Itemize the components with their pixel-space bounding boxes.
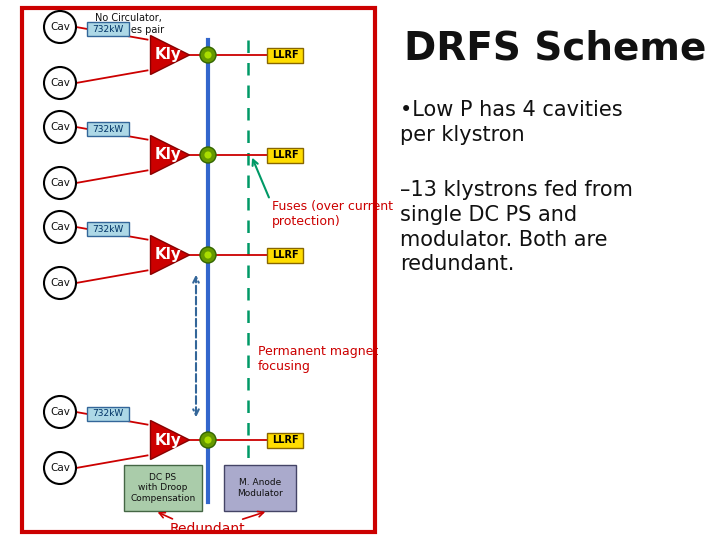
Circle shape [200,432,216,448]
Circle shape [44,211,76,243]
Text: Kly: Kly [155,247,181,262]
Bar [87,22,129,36]
Text: 732kW: 732kW [92,225,124,233]
Circle shape [204,436,212,443]
Circle shape [200,147,216,163]
Polygon shape [150,235,189,274]
Bar [87,407,129,421]
Circle shape [44,267,76,299]
Text: Cav: Cav [50,278,70,288]
Text: 732kW: 732kW [92,125,124,133]
Bar [267,247,303,262]
Circle shape [44,167,76,199]
Text: 732kW: 732kW [92,409,124,418]
Text: DRFS Scheme: DRFS Scheme [404,30,706,68]
Circle shape [200,47,216,63]
Text: Cav: Cav [50,407,70,417]
Circle shape [44,11,76,43]
Bar [124,465,202,511]
Circle shape [44,452,76,484]
Bar [224,465,296,511]
Text: Cav: Cav [50,463,70,473]
Text: Kly: Kly [155,147,181,163]
Text: LLRF: LLRF [271,50,298,60]
Text: DC PS
with Droop
Compensation: DC PS with Droop Compensation [130,473,196,503]
Bar [267,433,303,448]
Text: Kly: Kly [155,48,181,63]
Text: –13 klystrons fed from
single DC PS and
modulator. Both are
redundant.: –13 klystrons fed from single DC PS and … [400,180,633,274]
Text: Cav: Cav [50,178,70,188]
Text: LLRF: LLRF [271,150,298,160]
Text: Permanent magnet
focusing: Permanent magnet focusing [258,345,378,373]
Polygon shape [150,136,189,174]
Bar [87,122,129,136]
Text: M. Anode
Modulator: M. Anode Modulator [237,478,283,498]
Bar [87,222,129,236]
Bar [267,48,303,63]
Circle shape [204,252,212,259]
Text: Kly: Kly [155,433,181,448]
Circle shape [200,247,216,263]
Text: Redundant: Redundant [169,522,245,536]
Text: Fuses (over current
protection): Fuses (over current protection) [272,200,393,228]
Text: Cav: Cav [50,122,70,132]
Text: No Circulator,
2 cavities pair: No Circulator, 2 cavities pair [95,13,164,35]
Text: Cav: Cav [50,78,70,88]
Circle shape [204,51,212,59]
Circle shape [204,151,212,159]
Circle shape [44,111,76,143]
Text: LLRF: LLRF [271,250,298,260]
Text: Cav: Cav [50,22,70,32]
Text: 732kW: 732kW [92,24,124,33]
Bar [22,8,375,532]
Text: Cav: Cav [50,222,70,232]
Circle shape [44,396,76,428]
Polygon shape [150,36,189,75]
Bar [267,147,303,163]
Text: LLRF: LLRF [271,435,298,445]
Circle shape [44,67,76,99]
Text: •Low P has 4 cavities
per klystron: •Low P has 4 cavities per klystron [400,100,623,145]
Polygon shape [150,421,189,460]
